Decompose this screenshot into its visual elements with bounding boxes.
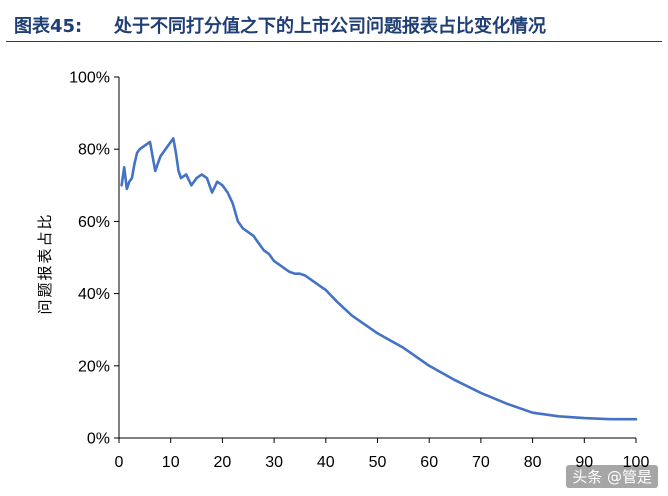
x-tick-label: 40 xyxy=(317,454,335,471)
y-tick-label: 0% xyxy=(87,431,110,448)
y-tick-label: 20% xyxy=(78,358,110,375)
x-tick-label: 20 xyxy=(214,454,232,471)
watermark: 头条 @管是 xyxy=(566,465,658,488)
x-tick-label: 0 xyxy=(115,454,124,471)
x-tick-label: 70 xyxy=(472,454,490,471)
series-group xyxy=(120,137,638,421)
y-tick-label: 40% xyxy=(78,286,110,303)
x-tick-label: 60 xyxy=(420,454,438,471)
y-axis-ticks: 0% 20% 40% 60% 80% 100% xyxy=(69,70,119,448)
x-tick-label: 100 xyxy=(623,454,650,471)
y-tick-label: 100% xyxy=(69,70,110,87)
x-axis-ticks: 0 10 20 30 40 50 60 70 80 90 100 xyxy=(115,438,650,471)
figure-header: 图表45: 处于不同打分值之下的上市公司问题报表占比变化情况 xyxy=(6,4,662,42)
y-tick-label: 60% xyxy=(78,214,110,231)
x-tick-label: 30 xyxy=(265,454,283,471)
x-tick-label: 90 xyxy=(575,454,593,471)
y-tick-label: 80% xyxy=(78,142,110,159)
x-tick-label: 10 xyxy=(162,454,180,471)
figure-number: 图表45: xyxy=(14,16,83,37)
x-tick-label: 50 xyxy=(369,454,387,471)
y-axis-label: 问题报表占比 xyxy=(36,212,54,314)
x-tick-label: 80 xyxy=(524,454,542,471)
figure-title: 处于不同打分值之下的上市公司问题报表占比变化情况 xyxy=(114,16,546,37)
series-line xyxy=(120,137,638,421)
chart-axes xyxy=(118,77,636,439)
